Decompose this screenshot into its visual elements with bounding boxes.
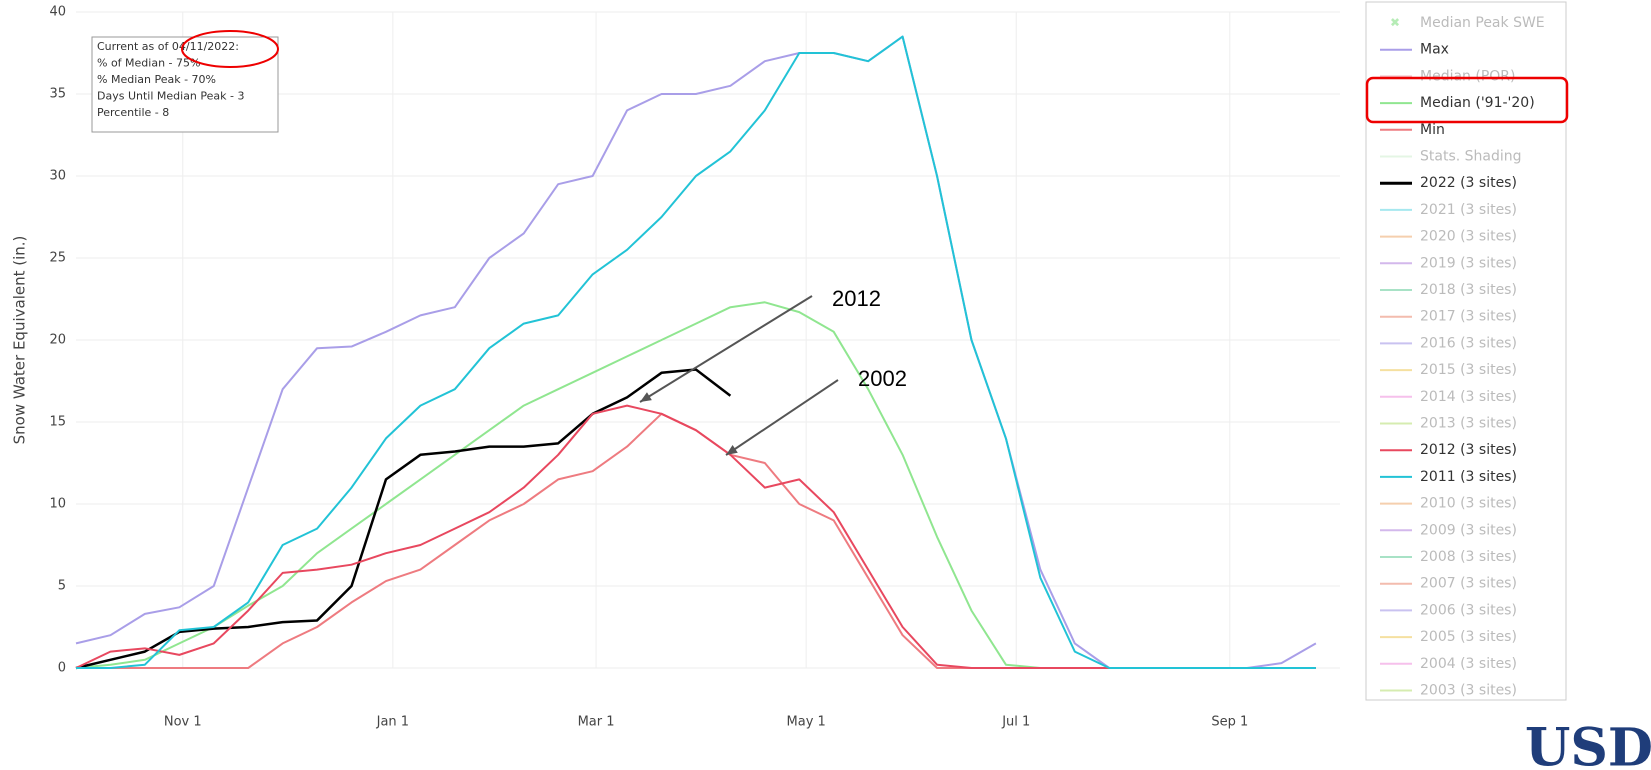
- annotation-label: 2012: [832, 286, 881, 311]
- info-line: % of Median - 75%: [97, 57, 200, 70]
- x-tick-label: Jul 1: [1001, 715, 1030, 730]
- annotation-label: 2002: [858, 366, 907, 391]
- arrow-head: [726, 444, 738, 455]
- grid: [76, 11, 1340, 669]
- legend-label: 2004 (3 sites): [1420, 656, 1517, 672]
- legend-label: 2015 (3 sites): [1420, 362, 1517, 378]
- legend-label: Stats. Shading: [1420, 149, 1522, 165]
- y-tick-label: 0: [58, 661, 66, 676]
- legend-marker: ✖: [1390, 16, 1400, 30]
- legend-label: 2007 (3 sites): [1420, 576, 1517, 592]
- y-tick-label: 30: [49, 169, 66, 184]
- y-tick-label: 35: [49, 87, 66, 102]
- legend-label: 2012 (3 sites): [1420, 442, 1517, 458]
- y-tick-label: 10: [49, 497, 66, 512]
- legend-label: 2011 (3 sites): [1420, 469, 1517, 485]
- series-line: [75, 301, 1316, 669]
- legend-label: 2016 (3 sites): [1420, 335, 1517, 351]
- legend-label: 2005 (3 sites): [1420, 629, 1517, 645]
- legend-label: 2021 (3 sites): [1420, 202, 1517, 218]
- y-tick-label: 5: [58, 579, 66, 594]
- legend: ✖ Median Peak SWE Max Median (POR) Median ('…: [1380, 15, 1545, 699]
- legend-label: Max: [1420, 42, 1449, 58]
- legend-label: 2020 (3 sites): [1420, 229, 1517, 245]
- x-tick-label: Sep 1: [1211, 715, 1248, 730]
- info-line: % Median Peak - 70%: [97, 73, 216, 86]
- y-tick-label: 40: [49, 5, 66, 20]
- y-tick-label: 25: [49, 251, 66, 266]
- legend-label: 2022 (3 sites): [1420, 175, 1517, 191]
- legend-label: 2014 (3 sites): [1420, 389, 1517, 405]
- legend-label: Median ('91-'20): [1420, 95, 1535, 111]
- annotation-arrow: [725, 379, 839, 456]
- highlight-ellipse: [181, 30, 279, 68]
- legend-label: 2010 (3 sites): [1420, 496, 1517, 512]
- info-box: Current as of 04/11/2022: % of Median - 7…: [91, 36, 279, 133]
- info-line: Percentile - 8: [97, 106, 169, 119]
- x-tick-label: Jan 1: [376, 715, 409, 730]
- legend-label: 2008 (3 sites): [1420, 549, 1517, 565]
- legend-label: Min: [1420, 122, 1445, 138]
- info-line: Days Until Median Peak - 3: [97, 90, 244, 103]
- series-line: [76, 35, 1316, 669]
- series-line: [76, 412, 1316, 669]
- annotations: 2012 2002: [639, 286, 907, 456]
- highlight-box: [1365, 76, 1569, 124]
- legend-label: 2003 (3 sites): [1420, 683, 1517, 699]
- axes: 0 5 10 15 20 25 30 35 40 Nov 1 Jan 1 Mar 1 May 1 Jul …: [49, 5, 1248, 730]
- x-tick-label: May 1: [787, 715, 826, 730]
- series-line: [75, 404, 1316, 669]
- annotation-arrow: [639, 295, 813, 403]
- info-line: Current as of 04/11/2022:: [97, 40, 239, 53]
- legend-label: 2019 (3 sites): [1420, 255, 1517, 271]
- legend-label: Median (POR): [1420, 68, 1515, 84]
- arrow-head: [640, 392, 652, 402]
- legend-label: 2018 (3 sites): [1420, 282, 1517, 298]
- y-tick-label: 15: [49, 415, 66, 430]
- y-tick-label: 20: [49, 333, 66, 348]
- legend-label: 2013 (3 sites): [1420, 416, 1517, 432]
- y-axis-label: Snow Water Equivalent (in.): [11, 236, 29, 445]
- info-box-frame: [91, 36, 279, 133]
- legend-label: 2006 (3 sites): [1420, 602, 1517, 618]
- legend-label: 2009 (3 sites): [1420, 522, 1517, 538]
- legend-label: Median Peak SWE: [1420, 15, 1545, 31]
- lines: [75, 35, 1317, 670]
- x-tick-label: Mar 1: [578, 715, 615, 730]
- x-tick-label: Nov 1: [164, 715, 202, 730]
- logo: USDA: [1525, 718, 1651, 770]
- series-line: [75, 368, 732, 670]
- legend-label: 2017 (3 sites): [1420, 309, 1517, 325]
